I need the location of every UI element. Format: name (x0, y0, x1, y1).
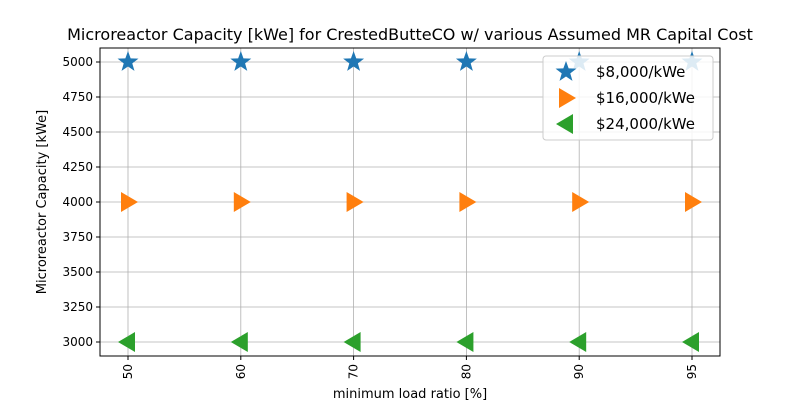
y-tick-label: 4500 (62, 125, 93, 139)
data-point (685, 192, 702, 212)
y-tick-label: 4750 (62, 90, 93, 104)
x-tick-label: 70 (347, 364, 361, 379)
y-tick-label: 5000 (62, 55, 93, 69)
y-tick-label: 4000 (62, 195, 93, 209)
data-point (572, 192, 590, 212)
x-tick-label: 80 (459, 364, 473, 379)
legend-marker (559, 88, 576, 108)
x-tick-label: 90 (572, 364, 586, 379)
legend-label: $24,000/kWe (596, 115, 695, 133)
legend-marker (556, 114, 573, 134)
data-point (121, 192, 138, 212)
data-point (230, 51, 252, 71)
data-point (233, 192, 251, 212)
legend-marker (555, 61, 577, 81)
data-point (456, 332, 474, 352)
x-tick-label: 50 (121, 364, 135, 379)
y-axis: 3000 3250 3500 3750 4000 4250 4500 4750 5000 (62, 55, 100, 349)
chart-title: Microreactor Capacity [kWe] for CrestedB… (67, 25, 753, 44)
legend: $8,000/kWe $16,000/kWe $24,000/kWe (542, 55, 714, 141)
data-point (343, 332, 361, 352)
data-point (118, 332, 135, 352)
data-point (117, 51, 139, 71)
data-point (459, 192, 477, 212)
data-point (455, 51, 477, 71)
legend-label: $16,000/kWe (596, 89, 695, 107)
x-axis: 50 60 70 80 90 95 (121, 356, 699, 379)
data-point (343, 51, 365, 71)
y-tick-label: 3750 (62, 230, 93, 244)
data-points (117, 51, 703, 352)
data-point (346, 192, 364, 212)
y-tick-label: 3000 (62, 335, 93, 349)
y-axis-label: Microreactor Capacity [kWe] (35, 110, 50, 294)
legend-box (542, 55, 714, 141)
x-tick-label: 60 (234, 364, 248, 379)
y-tick-label: 3500 (62, 265, 93, 279)
y-tick-label: 4250 (62, 160, 93, 174)
x-axis-label: minimum load ratio [%] (333, 387, 487, 400)
data-point (569, 332, 587, 352)
data-point (682, 332, 699, 352)
legend-label: $8,000/kWe (596, 63, 685, 81)
y-tick-label: 3250 (62, 300, 93, 314)
x-tick-label: 95 (685, 364, 699, 379)
data-point (230, 332, 248, 352)
